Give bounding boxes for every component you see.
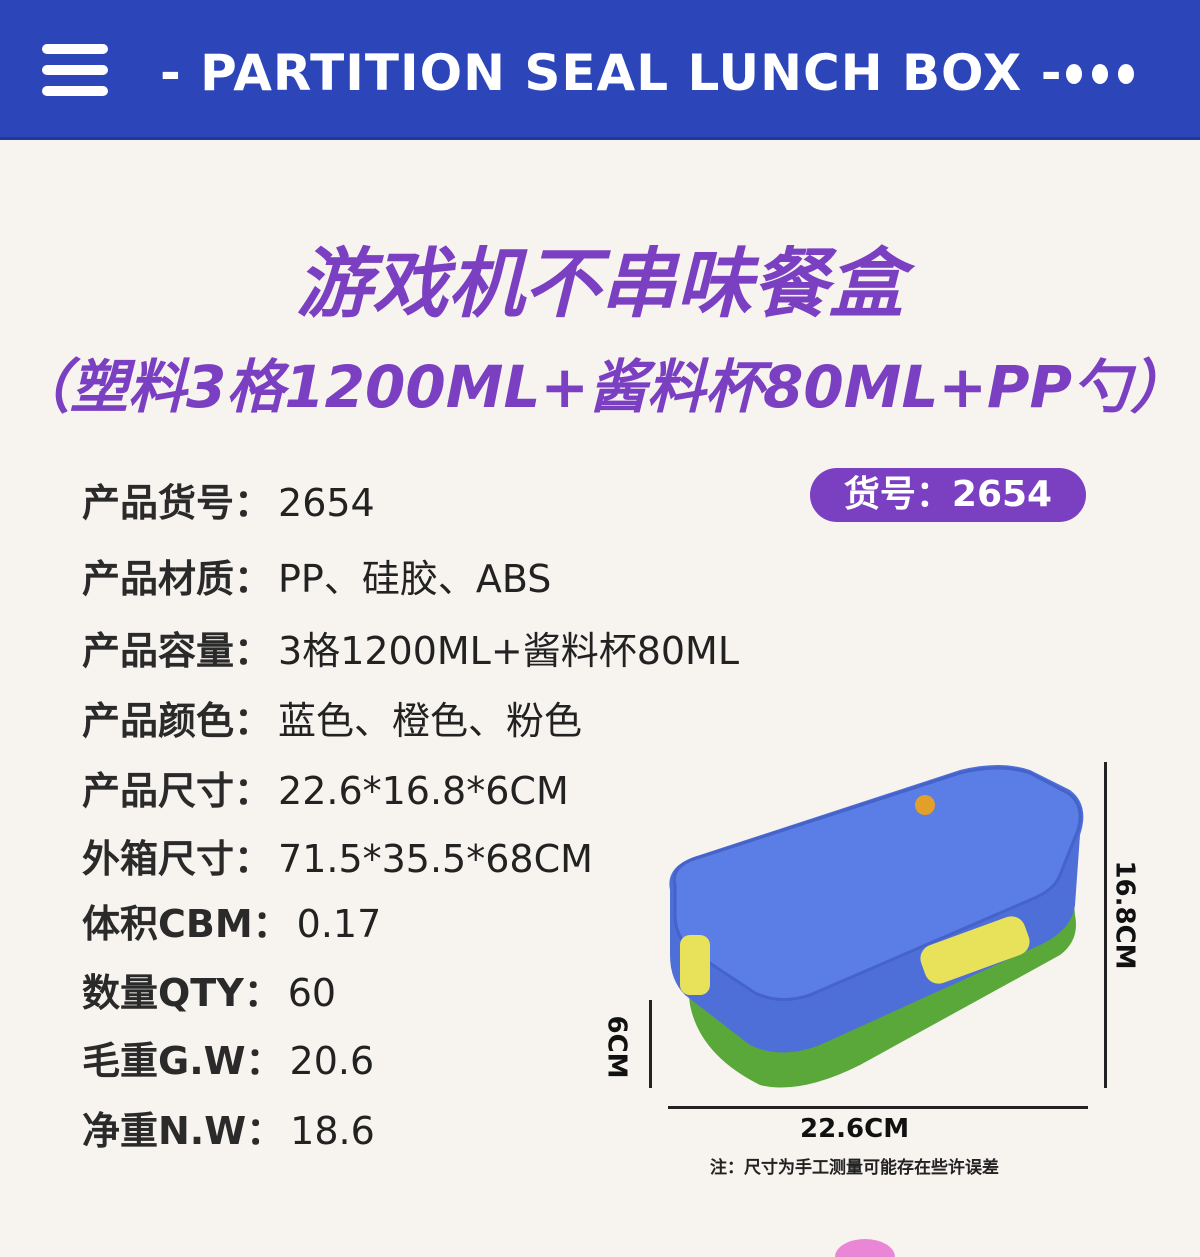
spec-value: 22.6*16.8*6CM <box>278 769 569 813</box>
spec-value: 0.17 <box>296 902 382 946</box>
spec-row: 净重N.W： 18.6 <box>82 1100 375 1155</box>
spec-label: 产品尺寸： <box>82 769 273 813</box>
item-number-badge: 货号：2654 <box>810 468 1086 522</box>
header-title: - PARTITION SEAL LUNCH BOX - <box>160 44 1063 102</box>
height-label: 6CM <box>601 1015 632 1079</box>
spec-row: 产品容量： 3格1200ML+酱料杯80ML <box>82 620 739 675</box>
spec-row: 数量QTY： 60 <box>82 962 336 1017</box>
depth-dimension-line <box>1104 762 1107 1088</box>
spec-value: 71.5*35.5*68CM <box>278 837 593 881</box>
spec-label: 净重N.W： <box>82 1109 285 1153</box>
spec-value: 18.6 <box>290 1109 375 1153</box>
height-dimension-line <box>649 1000 652 1088</box>
product-title: 游戏机不串味餐盒 <box>296 239 904 328</box>
depth-label: 16.8CM <box>1109 860 1140 970</box>
spec-label: 产品容量： <box>82 629 273 673</box>
lunch-box-image <box>669 765 1084 1088</box>
spec-row: 产品材质： PP、硅胶、ABS <box>82 548 551 603</box>
spec-label: 产品颜色： <box>82 699 273 743</box>
spec-label: 体积CBM： <box>82 902 291 946</box>
spec-value: 20.6 <box>289 1039 375 1083</box>
spec-row: 外箱尺寸： 71.5*35.5*68CM <box>82 828 593 883</box>
spec-row: 毛重G.W： 20.6 <box>82 1030 374 1085</box>
width-label: 22.6CM <box>800 1114 910 1144</box>
spec-value: PP、硅胶、ABS <box>278 557 552 601</box>
spec-label: 外箱尺寸： <box>82 837 273 881</box>
spec-label: 毛重G.W： <box>82 1039 284 1083</box>
spec-label: 数量QTY： <box>82 971 282 1015</box>
decorative-pink-shape <box>835 1239 895 1257</box>
spec-row: 产品尺寸： 22.6*16.8*6CM <box>82 760 569 815</box>
spec-value: 60 <box>287 971 337 1015</box>
spec-row: 产品颜色： 蓝色、橙色、粉色 <box>82 690 582 745</box>
header-bar: - PARTITION SEAL LUNCH BOX - <box>0 0 1200 140</box>
spec-row: 产品货号： 2654 <box>82 472 375 527</box>
spec-label: 产品货号： <box>82 481 273 525</box>
spec-value: 蓝色、橙色、粉色 <box>278 699 583 743</box>
hamburger-menu-icon[interactable] <box>42 44 108 96</box>
spec-label: 产品材质： <box>82 557 273 601</box>
spec-value: 2654 <box>278 481 375 525</box>
more-dots-icon[interactable] <box>1066 64 1134 84</box>
measurement-note: 注：尺寸为手工测量可能存在些许误差 <box>710 1158 999 1178</box>
width-dimension-line <box>668 1106 1088 1109</box>
spec-value: 3格1200ML+酱料杯80ML <box>278 629 740 673</box>
spec-row: 体积CBM： 0.17 <box>82 893 381 948</box>
product-subtitle: （塑料3格1200ML+酱料杯80ML+PP勺） <box>11 353 1189 421</box>
